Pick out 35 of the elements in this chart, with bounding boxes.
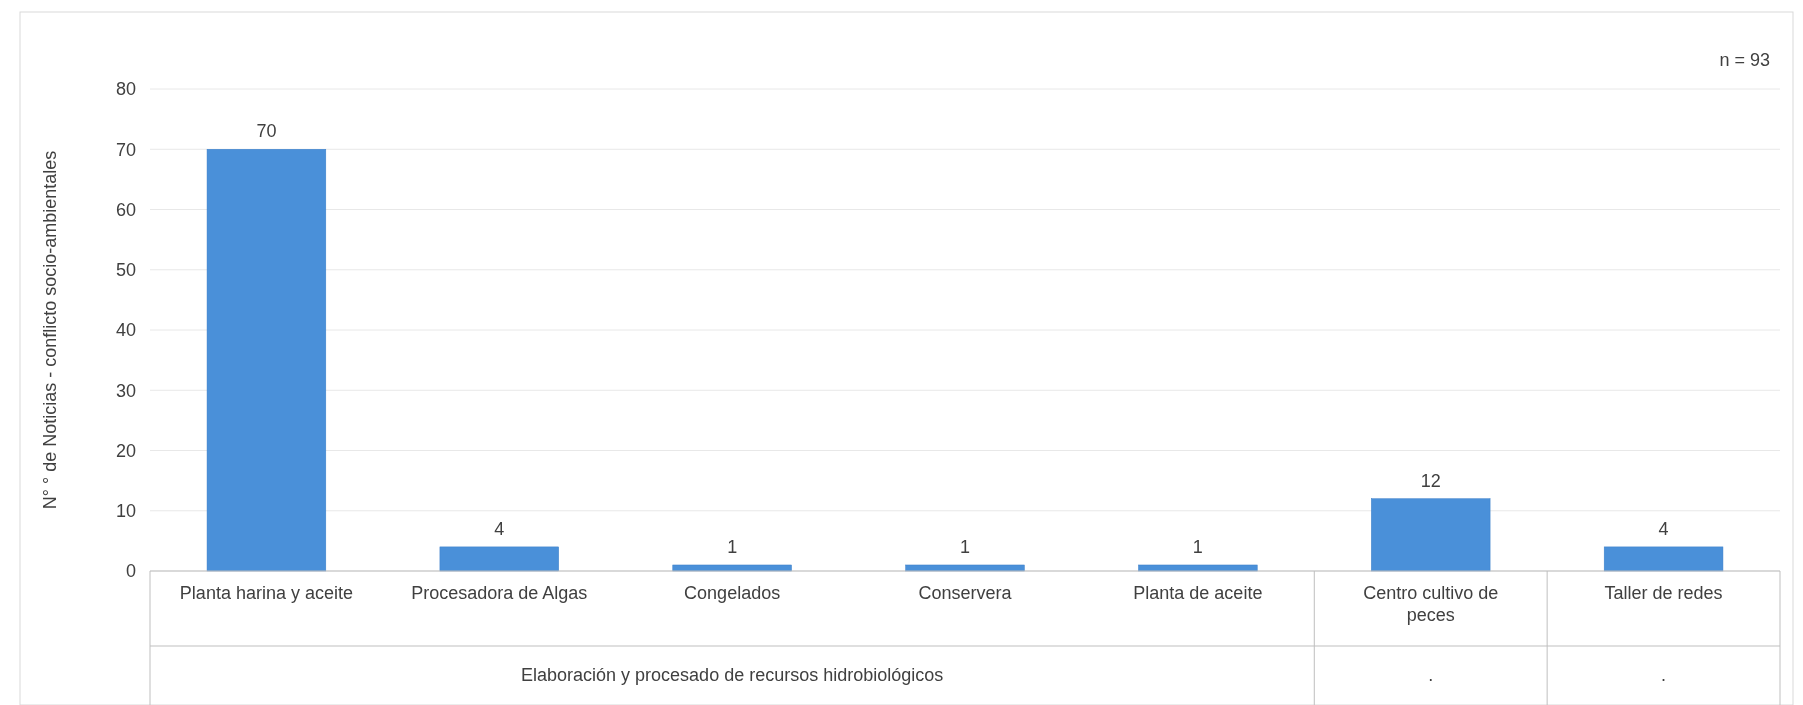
- y-tick-label: 80: [115, 79, 136, 100]
- data-label: 4: [494, 518, 505, 539]
- y-tick-label: 10: [115, 501, 136, 522]
- y-axis-title: N° ° de Noticias - conflicto socio-ambientales: [40, 150, 60, 510]
- y-tick-label: 20: [115, 440, 136, 461]
- text: .: [1428, 665, 1434, 685]
- x-tick-label: Planta harina y aceite: [179, 583, 353, 603]
- y-tick-label: 30: [115, 380, 136, 401]
- bar: [439, 546, 559, 572]
- bar: [1138, 564, 1258, 572]
- data-label: 4: [1658, 518, 1669, 539]
- data-label: 12: [1420, 470, 1441, 491]
- bar: [672, 564, 792, 572]
- bar: [206, 149, 327, 572]
- y-tick-label: 50: [115, 260, 136, 281]
- x-tick-label: Congelados: [684, 583, 781, 603]
- x-tick-label: Planta de aceite: [1133, 583, 1263, 603]
- bar: [1371, 498, 1491, 572]
- text: n = 93: [1719, 50, 1770, 70]
- data-label: 1: [727, 536, 738, 557]
- x-tick-label: Centro cultivo de peces: [1363, 583, 1499, 625]
- y-tick-label: 60: [115, 199, 136, 220]
- data-label: 1: [959, 536, 971, 557]
- y-tick-label: 40: [115, 320, 136, 341]
- text: Elaboración y procesado de recursos hidrobiológicos: [521, 665, 944, 685]
- bar: [905, 564, 1025, 572]
- y-tick-label: 70: [115, 139, 136, 160]
- x-tick-label: Conservera: [918, 583, 1013, 603]
- x-tick-label: Procesadora de Algas: [411, 583, 588, 603]
- data-label: 1: [1192, 536, 1203, 557]
- x-tick-label: Taller de redes: [1604, 583, 1723, 603]
- bar: [1603, 546, 1724, 572]
- y-tick-label: 0: [125, 561, 136, 582]
- data-label: 70: [256, 121, 277, 142]
- text: .: [1661, 665, 1667, 685]
